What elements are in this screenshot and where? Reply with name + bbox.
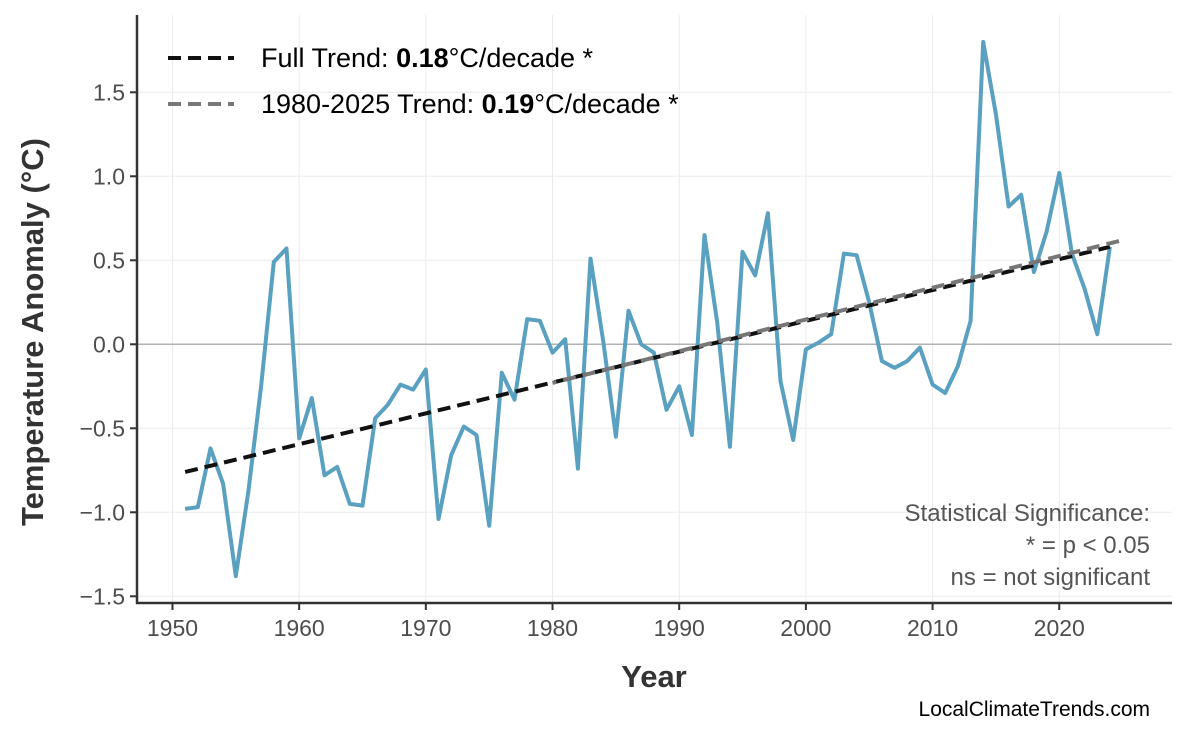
watermark: LocalClimateTrends.com: [919, 698, 1150, 721]
y-tick-label: −1.5: [80, 583, 125, 609]
trend-lines-top: [184, 238, 1124, 474]
x-tick-label: 1960: [274, 615, 325, 641]
significance-note: Statistical Significance: * = p < 0.05 n…: [905, 500, 1151, 591]
note-line: Statistical Significance:: [905, 500, 1150, 527]
legend: Full Trend: 0.18°C/decade * 1980-2025 Tr…: [168, 43, 679, 119]
y-tick-label: 0.0: [93, 331, 125, 357]
x-tick-label: 1950: [147, 615, 198, 641]
x-tick-label: 1970: [400, 615, 451, 641]
note-line: * = p < 0.05: [1026, 532, 1150, 559]
x-tick-label: 1990: [654, 615, 705, 641]
x-tick-label: 2000: [780, 615, 831, 641]
legend-label-recent: 1980-2025 Trend: 0.19°C/decade *: [261, 89, 679, 119]
x-tick-label: 2010: [907, 615, 958, 641]
x-axis-label: Year: [621, 659, 687, 694]
y-tick-label: 1.0: [93, 163, 125, 189]
x-tick-label: 1980: [527, 615, 578, 641]
y-tick-label: 1.5: [93, 79, 125, 105]
y-tick-label: −1.0: [80, 499, 125, 525]
trend-line: [552, 238, 1124, 385]
legend-label-full: Full Trend: 0.18°C/decade *: [261, 43, 594, 73]
y-tick-label: −0.5: [80, 415, 125, 441]
axes: 1950 1960 1970 1980 1990 2000 2010 2020 −1.5 −1.0…: [80, 15, 1172, 641]
series-line: [184, 39, 1112, 579]
y-axis-label: Temperature Anomaly (°C): [15, 138, 50, 526]
y-tick-label: 0.5: [93, 247, 125, 273]
x-tick-label: 2020: [1034, 615, 1085, 641]
note-line: ns = not significant: [951, 564, 1151, 591]
